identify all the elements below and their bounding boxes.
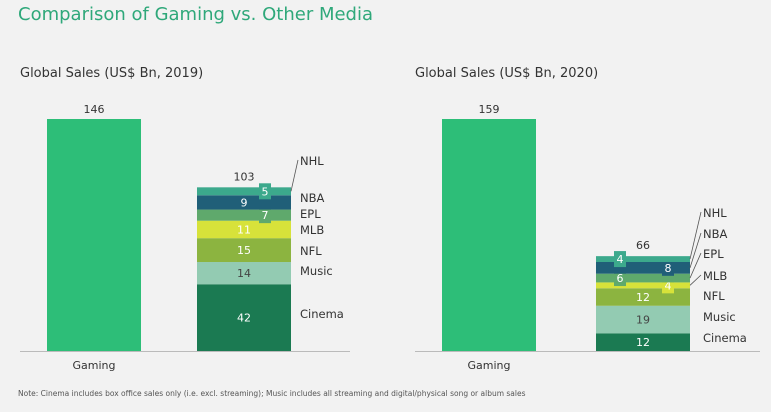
data-label-cinema: 12 [636, 336, 650, 349]
bar-gaming [442, 119, 536, 351]
series-label-nba: NBA [300, 191, 324, 205]
series-label-music: Music [300, 264, 333, 278]
leader-line-nba [689, 232, 702, 268]
data-label-nhl: 4 [617, 253, 624, 266]
data-label-cinema: 42 [237, 312, 251, 325]
bar-segment-cinema [596, 333, 690, 351]
bar-segment-nfl [197, 238, 291, 263]
data-label-total: 66 [636, 239, 650, 252]
series-label-mlb: MLB [300, 223, 324, 237]
chart-title-2019: Global Sales (US$ Bn, 2019) [20, 66, 204, 81]
value-badge-epl [259, 207, 271, 224]
data-label-epl: 6 [617, 272, 624, 285]
page-title: Comparison of Gaming vs. Other Media [18, 4, 373, 25]
value-badge-nba [662, 259, 674, 276]
series-label-cinema: Cinema [300, 307, 344, 321]
data-label-mlb: 11 [237, 223, 251, 236]
value-badge-nhl [259, 183, 271, 200]
x-tick-label-gaming: Gaming [468, 359, 511, 372]
data-label-gaming: 159 [479, 103, 500, 116]
series-label-nhl: NHL [703, 206, 727, 220]
bar-segment-music [596, 305, 690, 334]
bar-segment-mlb [197, 220, 291, 239]
bar-segment-epl [596, 273, 690, 283]
series-label-epl: EPL [703, 247, 724, 261]
leader-line-epl [689, 252, 702, 279]
bar-gaming [47, 119, 141, 351]
data-label-mlb: 4 [665, 279, 672, 292]
x-tick-label-gaming: Gaming [73, 359, 116, 372]
data-label-nfl: 15 [237, 244, 251, 257]
data-label-nba: 8 [665, 262, 672, 275]
bar-segment-nhl [596, 256, 690, 262]
data-label-nfl: 12 [636, 291, 650, 304]
series-label-nba: NBA [703, 227, 727, 241]
data-label-nhl: 5 [262, 185, 269, 198]
leader-line-nhl [689, 211, 702, 260]
bar-segment-nba [596, 261, 690, 274]
value-badge-nhl [614, 251, 626, 268]
bar-segment-cinema [197, 284, 291, 351]
value-badge-epl [614, 270, 626, 287]
series-label-nhl: NHL [300, 154, 324, 168]
series-label-music: Music [703, 310, 736, 324]
series-label-nfl: NFL [703, 289, 725, 303]
bar-segment-music [197, 262, 291, 285]
data-label-total: 103 [234, 170, 255, 183]
bar-segment-nhl [197, 187, 291, 196]
series-label-cinema: Cinema [703, 331, 747, 345]
series-label-epl: EPL [300, 207, 321, 221]
data-label-nba: 9 [241, 196, 248, 209]
data-label-music: 19 [636, 314, 650, 327]
footnote: Note: Cinema includes box office sales o… [18, 389, 526, 398]
leader-line-nhl [290, 159, 299, 192]
series-label-mlb: MLB [703, 269, 727, 283]
series-label-nfl: NFL [300, 244, 322, 258]
leader-line-mlb [689, 274, 702, 286]
bar-segment-mlb [596, 282, 690, 289]
data-label-epl: 7 [262, 209, 269, 222]
data-label-gaming: 146 [84, 103, 105, 116]
bar-segment-epl [197, 209, 291, 221]
chart-title-2020: Global Sales (US$ Bn, 2020) [415, 66, 599, 81]
data-label-music: 14 [237, 267, 251, 280]
